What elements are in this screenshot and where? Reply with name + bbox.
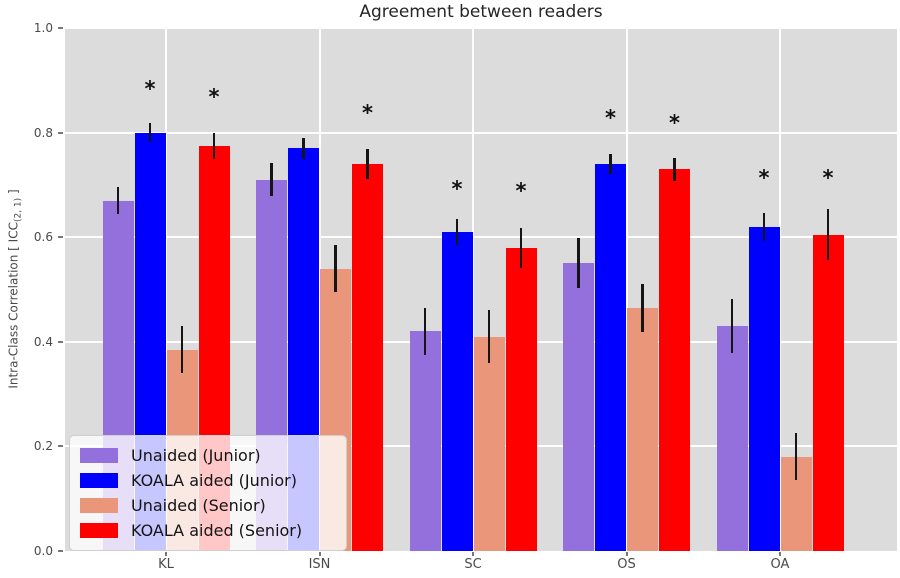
- legend: Unaided (Junior) KOALA aided (Junior) Unai…: [69, 435, 347, 551]
- legend-swatch: [80, 498, 118, 513]
- bar-sc-s3: [505, 247, 537, 551]
- x-tick-label-os: OS: [617, 557, 636, 572]
- legend-item: Unaided (Senior): [80, 493, 336, 518]
- bar-sc-s2: [473, 336, 505, 551]
- errorbar-os-s0: [577, 238, 580, 289]
- y-tick-label: 0.0: [33, 544, 53, 558]
- significance-marker: *: [515, 179, 527, 204]
- errorbar-kl-s2: [180, 326, 184, 374]
- gridline-vertical: [318, 28, 321, 551]
- bar-sc-s1: [441, 231, 473, 551]
- bar-os-s0: [563, 263, 594, 551]
- y-tick: [58, 550, 63, 552]
- bar-os-s2: [627, 307, 658, 551]
- errorbar-oa-s2: [794, 433, 798, 481]
- legend-item: KOALA aided (Junior): [80, 468, 336, 493]
- legend-label: Unaided (Senior): [131, 496, 266, 515]
- bar-os-s3: [659, 169, 690, 551]
- bar-os-s1: [595, 163, 626, 551]
- errorbar-sc-s3: [519, 227, 523, 268]
- y-axis-label-text: Intra-Class Correlation [ ICC: [6, 222, 21, 389]
- chart-title: Agreement between readers: [359, 2, 603, 22]
- legend-swatch: [80, 473, 118, 488]
- gridline-horizontal: [65, 131, 897, 134]
- significance-marker: *: [451, 176, 463, 201]
- y-axis-label-close: ]: [6, 189, 21, 198]
- y-tick-label: 0.4: [33, 334, 53, 349]
- legend-swatch: [80, 523, 118, 538]
- significance-marker: *: [669, 111, 680, 136]
- bar-oa-s3: [812, 234, 844, 551]
- legend-item: KOALA aided (Senior): [80, 518, 336, 543]
- gridline-vertical: [165, 28, 167, 551]
- gridline-vertical: [625, 28, 628, 551]
- errorbar-oa-s3: [826, 209, 830, 260]
- errorbar-isn-s0: [270, 162, 273, 197]
- y-tick-label: 1.0: [33, 21, 53, 35]
- significance-marker: *: [758, 166, 770, 191]
- errorbar-kl-s3: [212, 132, 216, 159]
- gridline-horizontal: [65, 236, 897, 239]
- bar-isn-s3: [352, 163, 383, 551]
- x-tick-label-kl: KL: [158, 557, 174, 572]
- errorbar-sc-s1: [455, 219, 459, 245]
- significance-marker: *: [208, 84, 220, 109]
- y-tick: [58, 27, 63, 29]
- y-tick: [58, 131, 63, 134]
- plot-area: Intra-Class Correlation [ ICC(2, 1) ] Un…: [7, 21, 897, 572]
- errorbar-sc-s2: [487, 310, 491, 363]
- significance-marker: *: [362, 100, 373, 125]
- x-tick-label-isn: ISN: [308, 557, 331, 572]
- y-tick-label: 0.6: [33, 230, 53, 245]
- legend-label: Unaided (Junior): [131, 446, 261, 465]
- y-axis-label-subscript: (2, 1): [13, 197, 24, 223]
- errorbar-isn-s3: [366, 148, 369, 180]
- bar-oa-s0: [716, 326, 748, 551]
- bar-sc-s0: [409, 331, 441, 551]
- errorbar-kl-s1: [148, 123, 152, 142]
- legend-label: KOALA aided (Junior): [131, 471, 297, 490]
- legend-swatch: [80, 448, 118, 463]
- x-tick: [779, 552, 781, 556]
- legend-item: Unaided (Junior): [80, 443, 336, 468]
- bar-oa-s1: [748, 226, 780, 551]
- x-tick: [165, 552, 167, 556]
- x-tick: [625, 552, 628, 556]
- legend-label: KOALA aided (Senior): [131, 521, 303, 540]
- x-tick: [318, 552, 321, 556]
- errorbar-os-s3: [673, 157, 676, 181]
- x-tick-label-sc: SC: [464, 557, 482, 572]
- y-tick-label: 0.8: [33, 125, 53, 140]
- y-axis-label: Intra-Class Correlation [ ICC(2, 1) ]: [7, 189, 24, 388]
- gridline-horizontal: [65, 27, 897, 29]
- errorbar-sc-s0: [423, 307, 427, 355]
- gridline-vertical: [779, 28, 781, 551]
- significance-marker: *: [605, 105, 616, 130]
- gridline-vertical: [472, 28, 474, 551]
- x-tick-label-oa: OA: [770, 557, 790, 572]
- errorbar-isn-s2: [334, 245, 337, 293]
- x-tick: [472, 552, 474, 556]
- y-tick: [58, 340, 63, 343]
- errorbar-kl-s0: [116, 186, 120, 215]
- significance-marker: *: [822, 166, 834, 191]
- y-tick-label: 0.2: [33, 439, 53, 454]
- y-tick: [58, 445, 63, 448]
- errorbar-os-s1: [609, 153, 612, 175]
- errorbar-isn-s1: [302, 137, 305, 159]
- y-tick: [58, 236, 63, 239]
- errorbar-oa-s0: [730, 298, 734, 354]
- errorbar-oa-s1: [762, 212, 766, 241]
- errorbar-os-s2: [641, 283, 644, 332]
- significance-marker: *: [144, 77, 156, 102]
